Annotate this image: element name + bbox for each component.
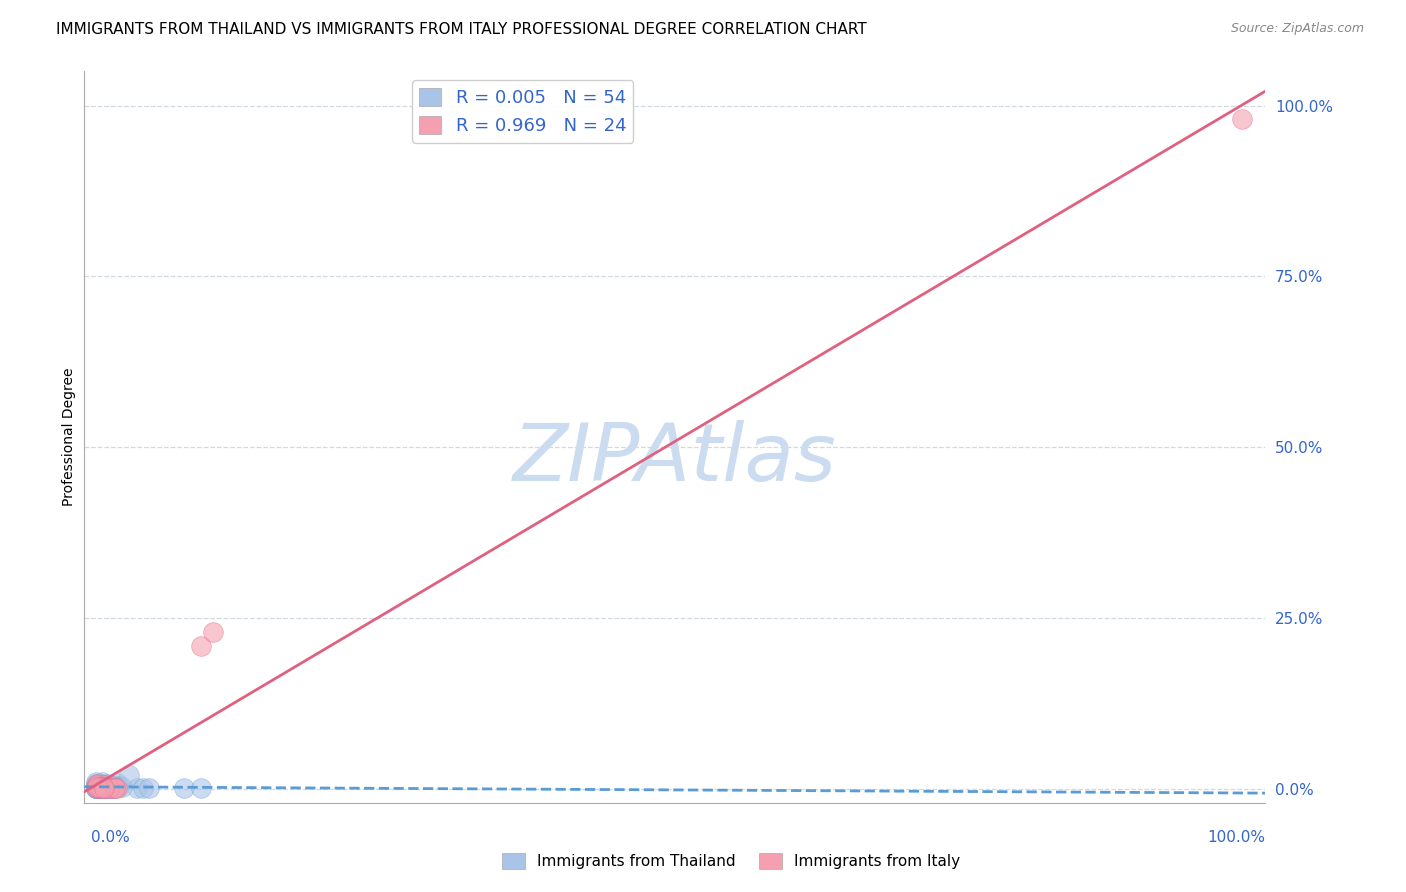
- Point: [84, 781, 107, 796]
- Point: [98, 781, 121, 796]
- Point: [84, 781, 107, 796]
- Point: [101, 780, 124, 794]
- Point: [84, 781, 107, 796]
- Point: [89, 781, 111, 796]
- Point: [93, 780, 115, 794]
- Point: [84, 781, 107, 796]
- Point: [93, 781, 115, 796]
- Point: [84, 781, 107, 796]
- Point: [94, 781, 117, 796]
- Point: [91, 780, 114, 794]
- Point: [89, 781, 111, 796]
- Point: [190, 639, 212, 653]
- Point: [90, 781, 112, 796]
- Point: [104, 780, 127, 794]
- Point: [103, 781, 125, 796]
- Point: [86, 780, 108, 794]
- Point: [125, 781, 148, 796]
- Point: [90, 775, 112, 789]
- Text: Source: ZipAtlas.com: Source: ZipAtlas.com: [1230, 22, 1364, 36]
- Point: [108, 780, 131, 794]
- Point: [100, 780, 122, 794]
- Point: [105, 781, 128, 796]
- Point: [84, 781, 107, 796]
- Point: [104, 780, 127, 794]
- Point: [86, 781, 108, 796]
- Point: [89, 781, 111, 796]
- Point: [84, 780, 107, 794]
- Point: [89, 781, 111, 796]
- Point: [84, 781, 107, 796]
- Point: [94, 781, 117, 796]
- Point: [84, 775, 107, 789]
- Point: [84, 781, 107, 796]
- Point: [96, 777, 118, 791]
- Point: [173, 781, 195, 796]
- Point: [93, 780, 115, 794]
- Point: [118, 768, 141, 782]
- Point: [84, 777, 107, 791]
- Point: [105, 776, 128, 790]
- Point: [1230, 112, 1253, 127]
- Point: [90, 777, 112, 791]
- Point: [104, 781, 127, 796]
- Point: [90, 780, 112, 794]
- Point: [84, 777, 107, 791]
- Point: [89, 780, 111, 794]
- Point: [201, 624, 224, 639]
- Point: [90, 781, 112, 796]
- Point: [86, 778, 108, 792]
- Text: 100.0%: 100.0%: [1208, 830, 1265, 845]
- Point: [101, 781, 124, 796]
- Legend: Immigrants from Thailand, Immigrants from Italy: Immigrants from Thailand, Immigrants fro…: [496, 847, 966, 875]
- Point: [132, 781, 155, 796]
- Point: [138, 781, 160, 796]
- Point: [89, 778, 111, 792]
- Point: [93, 781, 115, 796]
- Point: [97, 779, 120, 793]
- Point: [100, 779, 122, 793]
- Text: IMMIGRANTS FROM THAILAND VS IMMIGRANTS FROM ITALY PROFESSIONAL DEGREE CORRELATIO: IMMIGRANTS FROM THAILAND VS IMMIGRANTS F…: [56, 22, 868, 37]
- Point: [89, 781, 111, 796]
- Y-axis label: Professional Degree: Professional Degree: [62, 368, 76, 507]
- Point: [96, 780, 118, 794]
- Point: [94, 778, 117, 792]
- Point: [90, 780, 112, 794]
- Point: [86, 777, 108, 791]
- Point: [93, 780, 115, 794]
- Point: [86, 781, 108, 796]
- Point: [90, 780, 112, 794]
- Point: [98, 781, 121, 796]
- Point: [111, 780, 134, 794]
- Point: [97, 781, 120, 796]
- Text: 0.0%: 0.0%: [91, 830, 131, 845]
- Point: [190, 781, 212, 796]
- Legend: R = 0.005   N = 54, R = 0.969   N = 24: R = 0.005 N = 54, R = 0.969 N = 24: [412, 80, 634, 143]
- Point: [91, 781, 114, 796]
- Point: [90, 778, 112, 792]
- Text: ZIPAtlas: ZIPAtlas: [513, 420, 837, 498]
- Point: [89, 781, 111, 796]
- Point: [97, 781, 120, 796]
- Point: [97, 779, 120, 793]
- Point: [90, 780, 112, 794]
- Point: [93, 778, 115, 792]
- Point: [103, 781, 125, 796]
- Point: [96, 781, 118, 796]
- Point: [90, 781, 112, 796]
- Point: [86, 780, 108, 794]
